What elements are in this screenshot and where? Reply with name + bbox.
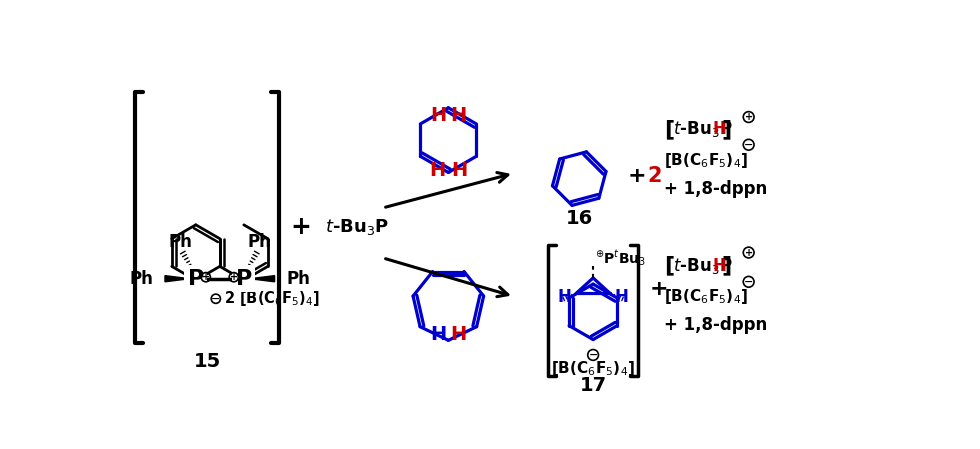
Text: $t$-Bu$_3$P: $t$-Bu$_3$P: [673, 119, 733, 139]
Text: Ph: Ph: [169, 233, 192, 251]
Text: H: H: [712, 257, 726, 275]
Text: 17: 17: [579, 376, 607, 395]
Text: Ph: Ph: [129, 270, 154, 288]
Text: H: H: [451, 162, 467, 180]
Text: ]: ]: [721, 119, 732, 139]
Text: ]: ]: [721, 255, 732, 276]
Text: H: H: [712, 120, 726, 138]
Text: H: H: [430, 325, 447, 343]
Text: [B(C$_6$F$_5$)$_4$]: [B(C$_6$F$_5$)$_4$]: [664, 151, 748, 170]
Text: H: H: [558, 288, 571, 306]
Text: 15: 15: [194, 352, 221, 371]
Text: + 1,8-dppn: + 1,8-dppn: [664, 316, 767, 334]
Text: Ph: Ph: [286, 270, 310, 288]
Text: P: P: [235, 269, 252, 289]
Text: +: +: [649, 279, 668, 299]
Text: +: +: [290, 215, 311, 239]
Text: +: +: [745, 247, 753, 258]
Text: +: +: [202, 272, 210, 282]
Text: [: [: [664, 255, 674, 276]
Text: H: H: [450, 106, 466, 125]
Text: H: H: [450, 325, 466, 343]
Text: [: [: [664, 119, 674, 139]
Text: +: +: [627, 166, 647, 185]
Text: P: P: [187, 269, 204, 289]
Text: +: +: [229, 272, 238, 282]
Text: H: H: [429, 162, 446, 180]
Text: −: −: [588, 350, 598, 360]
Text: [B(C$_6$F$_5$)$_4$]: [B(C$_6$F$_5$)$_4$]: [551, 359, 635, 378]
Text: $^{\oplus}$P$^t$Bu$_3$: $^{\oplus}$P$^t$Bu$_3$: [595, 248, 646, 268]
Text: + 1,8-dppn: + 1,8-dppn: [664, 180, 767, 198]
Polygon shape: [250, 276, 274, 282]
Text: Ph: Ph: [247, 233, 271, 251]
Text: −: −: [211, 294, 220, 304]
Text: +: +: [745, 112, 753, 122]
Text: $t$-Bu$_3$P: $t$-Bu$_3$P: [325, 217, 389, 237]
Text: 16: 16: [565, 209, 593, 228]
Text: $t$-Bu$_3$P: $t$-Bu$_3$P: [673, 255, 733, 276]
Polygon shape: [165, 276, 190, 282]
Text: H: H: [614, 288, 628, 306]
Text: −: −: [744, 140, 754, 150]
Text: [B(C$_6$F$_5$)$_4$]: [B(C$_6$F$_5$)$_4$]: [664, 287, 748, 306]
Text: −: −: [744, 277, 754, 287]
Text: 2 [B(C$_6$F$_5$)$_4$]: 2 [B(C$_6$F$_5$)$_4$]: [223, 289, 319, 308]
Text: 2: 2: [648, 166, 662, 185]
Text: H: H: [430, 106, 447, 125]
